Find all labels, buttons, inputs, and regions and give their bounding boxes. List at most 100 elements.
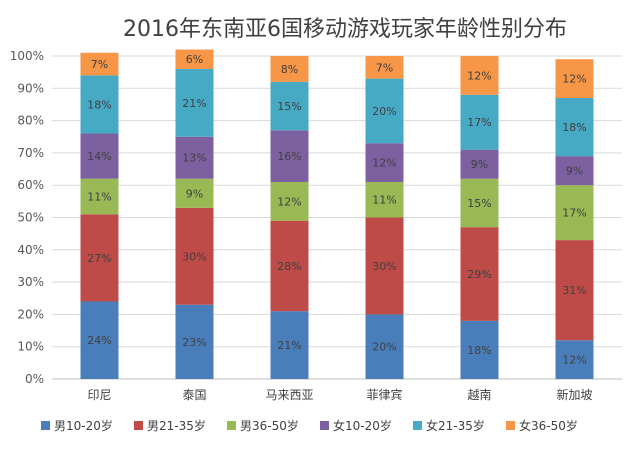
legend-label: 女10-20岁 (333, 418, 392, 433)
legend-swatch (41, 421, 50, 430)
y-axis-ticks: 0% 10% 20% 30% 40% 50% 60% 70% 80% 90% 100% (10, 49, 44, 386)
data-label: 21% (277, 339, 301, 352)
data-label: 12% (372, 157, 396, 170)
bar-segment (365, 181, 404, 218)
y-tick-label: 90% (17, 81, 44, 95)
bar-segment (270, 81, 309, 131)
bar-segment (460, 149, 499, 179)
data-label: 14% (87, 150, 111, 163)
data-label: 30% (372, 260, 396, 273)
data-label: 30% (182, 250, 206, 263)
bar-segment (555, 340, 594, 379)
x-tick-label: 印尼 (87, 388, 111, 402)
legend-swatch (134, 421, 143, 430)
data-label: 27% (87, 252, 111, 265)
x-axis-ticks: 印尼 泰国 马来西亚 菲律宾 越南 新加坡 (87, 387, 592, 402)
y-tick-label: 40% (17, 243, 44, 257)
data-label: 18% (562, 121, 586, 134)
bars (80, 49, 594, 379)
bar-segment (555, 185, 594, 241)
data-label: 28% (277, 260, 301, 273)
bar-segment (555, 97, 594, 157)
x-tick-label: 马来西亚 (265, 388, 313, 402)
bar-segment (80, 301, 119, 379)
legend[interactable]: 男10-20岁 男21-35岁 男36-50岁 女10-20岁 女21-35岁 女36-5… (41, 418, 578, 433)
bar-segment (270, 130, 309, 182)
legend-swatch (320, 421, 329, 430)
legend-label: 男10-20岁 (54, 418, 113, 433)
data-label: 15% (277, 100, 301, 113)
bar-segment (80, 178, 119, 215)
legend-swatch (506, 421, 515, 430)
y-tick-label: 100% (10, 49, 44, 63)
x-tick-label: 泰国 (182, 388, 206, 402)
bar-segment (460, 56, 499, 95)
data-label: 12% (277, 195, 301, 208)
y-tick-label: 60% (17, 178, 44, 192)
data-label: 20% (372, 105, 396, 118)
data-label: 9% (471, 158, 488, 171)
bar-segment (80, 214, 119, 302)
data-label: 7% (376, 61, 393, 74)
bar-segment (175, 178, 214, 208)
bar-segment (80, 52, 119, 76)
bar-segment (270, 56, 309, 82)
data-label: 16% (277, 150, 301, 163)
data-label: 13% (182, 152, 206, 165)
bar-segment (80, 133, 119, 179)
data-label: 11% (372, 194, 396, 207)
data-label: 18% (87, 98, 111, 111)
bar-segment (555, 240, 594, 341)
data-label: 6% (186, 53, 203, 66)
gridlines (52, 55, 622, 380)
bar-segment (365, 78, 404, 144)
bar-segment (460, 94, 499, 150)
bar-segment (270, 181, 309, 221)
data-label: 17% (562, 207, 586, 220)
bar-segment (80, 75, 119, 134)
data-label: 15% (467, 197, 491, 210)
bar-segment (555, 59, 594, 98)
data-label: 21% (182, 97, 206, 110)
data-label: 18% (467, 344, 491, 357)
bar-segment (175, 68, 214, 137)
y-tick-label: 20% (17, 307, 44, 321)
legend-label: 男21-35岁 (147, 418, 206, 433)
bar-segment (460, 227, 499, 321)
data-label: 24% (87, 334, 111, 347)
x-tick-label: 越南 (467, 387, 491, 402)
data-label: 12% (562, 73, 586, 86)
bar-segment (460, 178, 499, 228)
legend-swatch (413, 421, 422, 430)
legend-label: 女36-50岁 (519, 418, 578, 433)
data-label: 31% (562, 284, 586, 297)
data-label: 23% (182, 336, 206, 349)
data-label: 29% (467, 268, 491, 281)
x-tick-label: 新加坡 (556, 387, 592, 402)
y-tick-label: 50% (17, 211, 44, 225)
data-label: 12% (562, 354, 586, 367)
data-label: 7% (91, 58, 108, 71)
bar-segment (175, 136, 214, 179)
bar-segment (365, 56, 404, 79)
y-tick-label: 70% (17, 146, 44, 160)
y-tick-label: 0% (25, 372, 44, 386)
bar-segment (175, 207, 214, 305)
data-label: 12% (467, 69, 491, 82)
data-label: 8% (281, 63, 298, 76)
data-label: 11% (87, 191, 111, 204)
chart-title: 2016年东南亚6国移动游戏玩家年龄性别分布 (123, 17, 567, 42)
legend-swatch (227, 421, 236, 430)
data-label: 9% (566, 165, 583, 178)
data-labels: 24% 27% 11% 14% 18% 7% 23% 30% 9% 13% 21% 6% 21% 28% 1… (87, 53, 586, 366)
y-tick-label: 80% (17, 114, 44, 128)
bar-segment (175, 304, 214, 379)
legend-label: 女21-35岁 (426, 418, 485, 433)
bar-segment (175, 49, 214, 69)
bar-segment (270, 311, 309, 379)
data-label: 17% (467, 116, 491, 129)
bar-segment (365, 314, 404, 379)
data-label: 20% (372, 341, 396, 354)
